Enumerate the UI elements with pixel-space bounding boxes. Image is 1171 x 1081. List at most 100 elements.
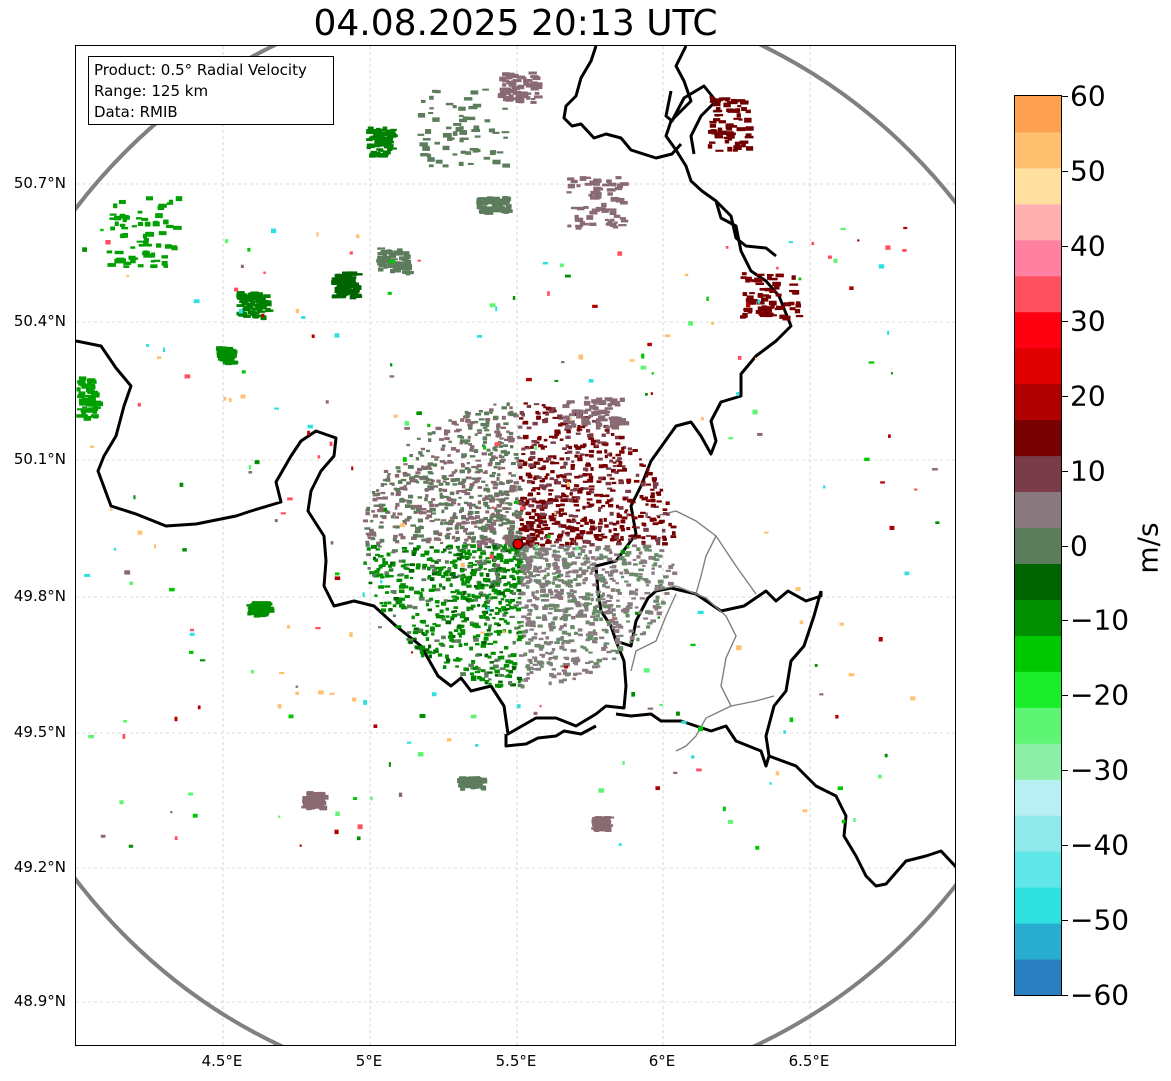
echo-cell <box>848 673 855 677</box>
echo-cell <box>90 394 100 398</box>
echo-cell <box>754 357 758 360</box>
echo-cell <box>587 416 591 419</box>
echo-cell <box>611 616 615 620</box>
echo-cell <box>622 562 628 566</box>
echo-cell <box>80 414 89 417</box>
echo-cell <box>565 526 571 529</box>
echo-cell <box>442 586 446 590</box>
echo-cell <box>654 558 660 562</box>
echo-cell <box>795 586 801 591</box>
echo-cell <box>607 606 611 611</box>
echo-cell <box>374 504 381 507</box>
echo-cell <box>464 467 470 470</box>
echo-cell <box>469 483 475 487</box>
echo-cell <box>221 356 230 360</box>
echo-cell <box>261 610 270 615</box>
echo-cell <box>494 494 500 498</box>
echo-cell <box>613 629 620 633</box>
echo-cell <box>526 523 532 528</box>
echo-cell <box>299 844 302 847</box>
echo-cell <box>655 603 660 606</box>
echo-cell <box>497 93 506 99</box>
echo-cell <box>584 421 591 425</box>
echo-cell <box>660 601 666 605</box>
echo-cell <box>379 521 384 524</box>
echo-cell <box>409 563 416 567</box>
echo-cell <box>399 486 405 491</box>
echo-cell <box>533 632 538 636</box>
echo-cell <box>497 579 502 584</box>
echo-cell <box>363 699 368 705</box>
echo-cell <box>414 479 418 483</box>
echo-cell <box>451 498 457 501</box>
de-border-3 <box>714 199 777 258</box>
echo-cell <box>399 604 405 608</box>
echo-cell <box>588 449 595 453</box>
echo-cell <box>540 547 544 552</box>
echo-cell <box>174 716 178 722</box>
echo-cell <box>472 103 482 108</box>
echo-cell <box>420 447 426 451</box>
echo-cell <box>534 519 540 522</box>
echo-cell <box>490 581 494 585</box>
echo-cell <box>566 400 575 404</box>
echo-cell <box>157 205 165 211</box>
fr-border-south <box>504 724 597 748</box>
echo-cell <box>479 207 486 213</box>
radar-map[interactable] <box>75 45 956 1046</box>
echo-cell <box>618 647 624 652</box>
echo-cell <box>182 548 187 552</box>
echo-cell <box>377 251 384 256</box>
echo-cell <box>884 753 888 758</box>
echo-cell <box>469 606 474 610</box>
echo-cell <box>509 574 515 579</box>
echo-cell <box>576 522 581 525</box>
echo-cell <box>499 481 503 485</box>
echo-cell <box>709 100 717 103</box>
echo-cell <box>504 197 512 201</box>
echo-cell <box>556 474 560 479</box>
echo-cell <box>612 464 617 468</box>
echo-cell <box>334 286 342 292</box>
data-source-label: Data: RMIB <box>94 103 178 121</box>
echo-cell <box>484 411 490 416</box>
echo-cell <box>527 658 532 662</box>
echo-cell <box>385 478 391 482</box>
echo-cell <box>583 560 588 564</box>
echo-cell <box>485 594 490 598</box>
echo-cell <box>457 778 462 784</box>
echo-cell <box>620 219 629 223</box>
echo-cell <box>395 502 400 507</box>
echo-cell <box>570 526 577 530</box>
echo-cell <box>498 207 504 211</box>
echo-cell <box>474 560 479 563</box>
echo-cell <box>582 539 589 542</box>
echo-cell <box>451 479 456 483</box>
echo-cell <box>513 86 522 90</box>
echo-cell <box>622 467 627 472</box>
echo-cell <box>483 616 489 619</box>
echo-cell <box>563 618 568 622</box>
echo-cell <box>492 417 499 421</box>
echo-cell <box>225 350 230 353</box>
echo-cell <box>555 504 561 508</box>
echo-cell <box>575 225 582 230</box>
echo-cell <box>542 618 548 621</box>
echo-cell <box>238 308 243 314</box>
echo-cell <box>513 606 517 609</box>
echo-cell <box>263 302 272 307</box>
echo-cell <box>505 669 510 672</box>
echo-cell <box>381 131 388 136</box>
echo-cell <box>138 243 145 247</box>
echo-cell <box>432 463 438 467</box>
echo-cell <box>495 574 500 578</box>
radar-site-marker <box>512 538 524 550</box>
colorbar-band <box>1015 275 1061 313</box>
echo-cell <box>611 400 620 406</box>
echo-cell <box>399 589 405 594</box>
echo-cell <box>438 567 443 572</box>
echo-cell <box>839 622 844 626</box>
echo-cell <box>492 519 499 522</box>
echo-cell <box>397 250 402 256</box>
echo-cell <box>456 548 461 552</box>
